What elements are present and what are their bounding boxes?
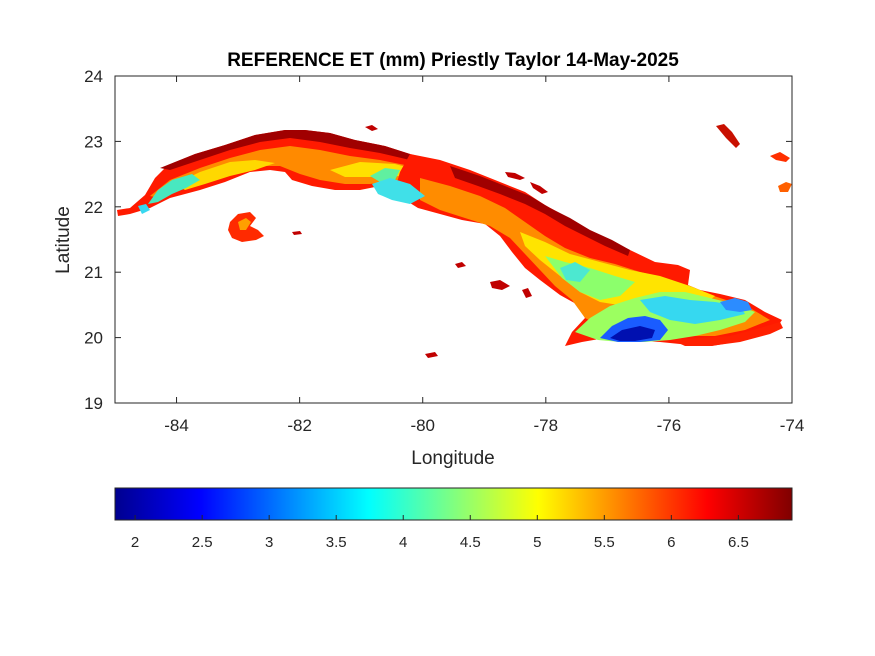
y-tick-label: 21 — [84, 263, 103, 282]
island-east-cyan — [640, 296, 745, 324]
island-central-cyan-2 — [560, 262, 590, 282]
island-west-cool-patch-2 — [370, 168, 400, 182]
colorbar-tick-label: 4.5 — [460, 534, 481, 551]
island-ne-1 — [716, 124, 740, 148]
island-central-north-edge — [450, 166, 630, 256]
y-axis-ticks: 19 20 21 22 23 24 — [84, 67, 792, 413]
east-coast-blue — [720, 298, 752, 312]
colorbar-tick-label: 3.5 — [326, 534, 347, 551]
colorbar-tick-label: 2.5 — [192, 534, 213, 551]
y-tick-label: 19 — [84, 394, 103, 413]
island-east-south-edge — [672, 322, 783, 346]
x-tick-label: -84 — [164, 416, 189, 435]
colorbar-tick-label: 2 — [131, 534, 139, 551]
key-bahia-1 — [425, 352, 438, 358]
colorbar-tick-label: 4 — [399, 534, 407, 551]
isla-de-la-juventud-interior — [238, 218, 251, 230]
y-tick-label: 22 — [84, 198, 103, 217]
x-tick-label: -78 — [534, 416, 559, 435]
west-tip-cool — [138, 204, 150, 214]
colorbar-tick-label: 6.5 — [728, 534, 749, 551]
island-west-cool-patch — [148, 174, 200, 204]
key-south-3 — [490, 280, 510, 290]
x-axis-ticks: -84 -82 -80 -78 -76 -74 — [164, 76, 804, 435]
island-west-yellow-patch — [175, 160, 275, 190]
key-north-3 — [530, 182, 548, 194]
key-south-4 — [522, 288, 532, 298]
island-west-north-edge — [160, 130, 410, 170]
plot-area — [115, 76, 792, 403]
et-map — [117, 124, 792, 358]
island-ne-2 — [770, 152, 790, 162]
key-south-2 — [455, 262, 466, 268]
colorbar — [114, 487, 793, 521]
y-axis-label: Latitude — [53, 206, 74, 274]
sierra-maestra-darkblue — [610, 326, 655, 341]
x-axis-label: Longitude — [411, 448, 494, 469]
key-south-1 — [292, 231, 302, 235]
axes-box — [114, 75, 793, 404]
colorbar-tick-label: 5 — [533, 534, 541, 551]
colorbar-tick-label: 3 — [265, 534, 273, 551]
key-north-2 — [505, 172, 525, 180]
x-tick-label: -74 — [780, 416, 805, 435]
island-ne-3 — [778, 182, 792, 192]
x-tick-label: -76 — [657, 416, 682, 435]
key-north-1 — [365, 125, 378, 131]
x-tick-label: -80 — [410, 416, 435, 435]
x-tick-label: -82 — [287, 416, 312, 435]
y-tick-label: 24 — [84, 67, 103, 86]
colorbar-tick-label: 6 — [667, 534, 675, 551]
colorbar-tick-label: 5.5 — [594, 534, 615, 551]
y-tick-label: 23 — [84, 132, 103, 151]
island-central-cyan — [372, 178, 425, 204]
chart-title: REFERENCE ET (mm) Priestly Taylor 14-May… — [227, 50, 679, 71]
y-tick-label: 20 — [84, 329, 103, 348]
island-west-interior — [150, 146, 460, 198]
colorbar-ticks: 2 2.5 3 3.5 4 4.5 5 5.5 6 6.5 — [131, 515, 749, 551]
